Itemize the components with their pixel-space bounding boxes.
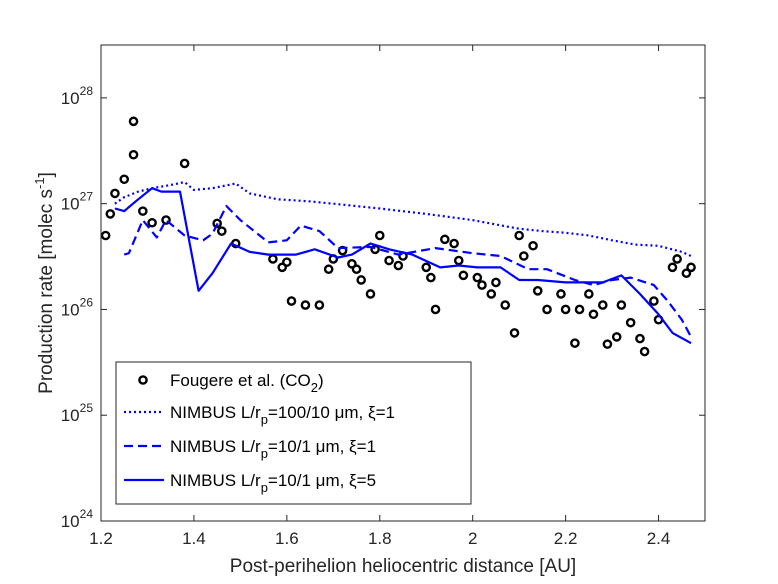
data-point <box>649 296 659 306</box>
series-line-dashed <box>123 204 693 338</box>
legend-entry: NIMBUS L/rp=100/10 μm, ξ=1 <box>170 403 395 427</box>
x-tick-label: 2.4 <box>647 529 671 548</box>
data-point <box>672 254 682 264</box>
plot-frame <box>100 44 706 522</box>
x-tick-label: 1.4 <box>182 529 206 548</box>
data-point <box>286 296 297 306</box>
data-point <box>351 264 362 275</box>
tick-labels: 1.2 1.4 1.6 1.8 2 2.2 2.4 1024 1025 1026 1027 1028 <box>61 84 671 548</box>
data-point <box>421 262 432 273</box>
data-point <box>491 277 501 288</box>
series-line-solid <box>114 187 692 345</box>
data-point <box>323 264 334 275</box>
data-point <box>639 346 650 357</box>
data-point <box>212 218 222 229</box>
data-point <box>597 300 608 310</box>
data-point <box>100 230 111 241</box>
data-point <box>374 230 385 241</box>
y-axis-label: Production rate [molec s-1] <box>32 172 57 394</box>
y-tick-label: 1027 <box>61 190 94 214</box>
data-point <box>426 272 436 283</box>
data-point <box>472 272 483 283</box>
data-point <box>602 339 613 349</box>
data-point <box>625 317 636 328</box>
data-point <box>449 238 459 249</box>
data-point <box>282 257 292 267</box>
data-point <box>509 328 520 338</box>
data-point <box>356 275 366 285</box>
data-point <box>528 240 538 251</box>
data-point <box>635 333 645 344</box>
data-point <box>453 255 464 266</box>
data-point <box>110 188 120 199</box>
data-point <box>570 338 580 348</box>
data-point <box>365 289 376 299</box>
data-point <box>556 289 566 299</box>
x-tick-label: 1.6 <box>275 529 299 548</box>
data-point <box>477 280 487 290</box>
y-tick-label: 1026 <box>61 295 94 319</box>
data-point <box>179 158 190 169</box>
x-tick-label: 2 <box>468 529 477 548</box>
data-point <box>542 304 552 315</box>
data-point <box>667 262 678 273</box>
data-point <box>588 309 599 320</box>
data-point <box>560 304 571 315</box>
data-point <box>128 149 139 160</box>
data-point <box>138 206 148 216</box>
data-point <box>611 332 622 342</box>
data-point <box>347 259 357 269</box>
y-tick-label: 1025 <box>61 401 94 425</box>
data-point <box>393 260 404 271</box>
data-point <box>616 300 627 310</box>
data-point <box>314 300 325 310</box>
legend-entry: Fougere et al. (CO2) <box>170 371 324 395</box>
legend-box <box>115 361 472 505</box>
legend-marker <box>138 375 148 385</box>
data-point <box>500 300 511 310</box>
data-point <box>128 116 139 127</box>
data-point <box>300 300 311 310</box>
legend-entry: NIMBUS L/rp=10/1 μm, ξ=5 <box>170 471 376 495</box>
data-point <box>161 215 171 225</box>
data-point <box>105 209 116 219</box>
data-point <box>584 289 594 299</box>
legend: Fougere et al. (CO2) NIMBUS L/rp=100/10 μ… <box>115 361 472 505</box>
y-tick-label: 1028 <box>61 84 94 108</box>
series-layer <box>100 116 696 357</box>
y-tick-label: 1024 <box>61 507 94 531</box>
x-axis-label: Post-perihelion heliocentric distance [A… <box>230 556 576 577</box>
data-point <box>119 174 130 185</box>
data-point <box>681 268 692 279</box>
legend-entry: NIMBUS L/rp=10/1 μm, ξ=1 <box>170 437 376 461</box>
data-point <box>216 226 227 236</box>
data-point <box>440 234 450 245</box>
data-point <box>458 270 469 281</box>
data-point <box>532 286 543 296</box>
data-point <box>277 262 288 273</box>
data-point <box>384 255 394 266</box>
data-point <box>574 304 585 315</box>
x-tick-label: 2.2 <box>554 529 578 548</box>
data-point <box>430 304 441 315</box>
x-tick-label: 1.8 <box>368 529 392 548</box>
x-tick-label: 1.2 <box>89 529 113 548</box>
data-point <box>514 230 524 241</box>
series-line-dotted <box>114 181 692 258</box>
data-point <box>486 289 497 299</box>
data-point <box>686 262 696 273</box>
data-point <box>147 217 157 228</box>
data-point <box>519 251 529 261</box>
